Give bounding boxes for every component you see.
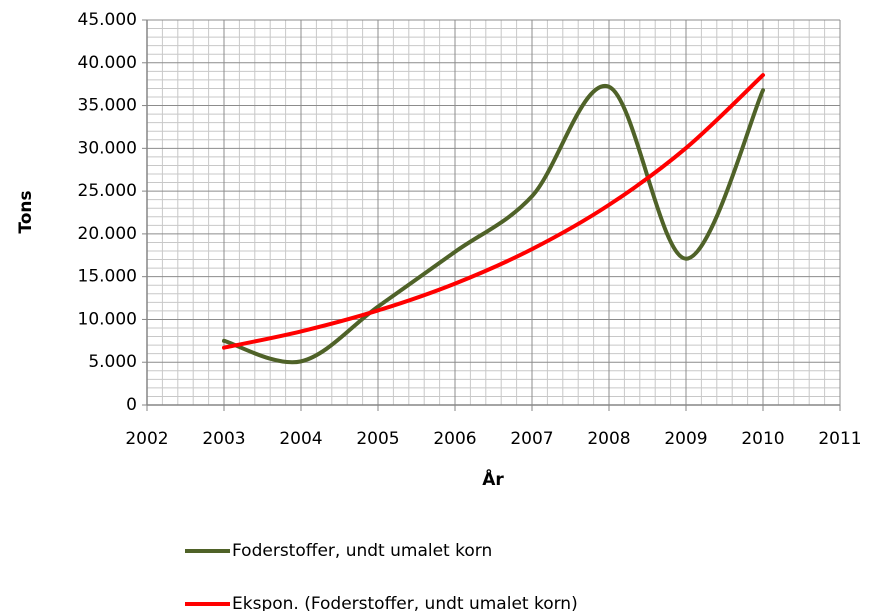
x-tick-label: 2002 [125, 429, 168, 449]
series-line [222, 73, 765, 350]
y-tick-label: 25.000 [78, 181, 137, 201]
y-tick-label: 45.000 [78, 10, 137, 30]
y-tick-label: 20.000 [78, 224, 137, 244]
legend-label: Ekspon. (Foderstoffer, undt umalet korn) [232, 594, 578, 611]
y-tick-label: 15.000 [78, 267, 137, 287]
y-tick-label: 30.000 [78, 138, 137, 158]
y-tick-label: 0 [126, 395, 137, 415]
y-tick-label: 10.000 [78, 309, 137, 329]
y-tick-label: 35.000 [78, 96, 137, 116]
series-line [222, 84, 765, 365]
x-tick-label: 2004 [279, 429, 322, 449]
x-tick-label: 2005 [356, 429, 399, 449]
legend-label: Foderstoffer, undt umalet korn [232, 541, 492, 561]
x-tick-label: 2003 [202, 429, 245, 449]
x-tick-label: 2006 [433, 429, 476, 449]
x-tick-label: 2010 [741, 429, 784, 449]
y-axis-title: Tons [16, 190, 36, 233]
y-tick-label: 40.000 [78, 53, 137, 73]
x-axis-title: År [482, 467, 504, 490]
y-tick-label: 5.000 [88, 352, 137, 372]
x-tick-label: 2009 [664, 429, 707, 449]
x-tick-label: 2008 [587, 429, 630, 449]
x-tick-label: 2011 [818, 429, 861, 449]
x-tick-label: 2007 [510, 429, 553, 449]
